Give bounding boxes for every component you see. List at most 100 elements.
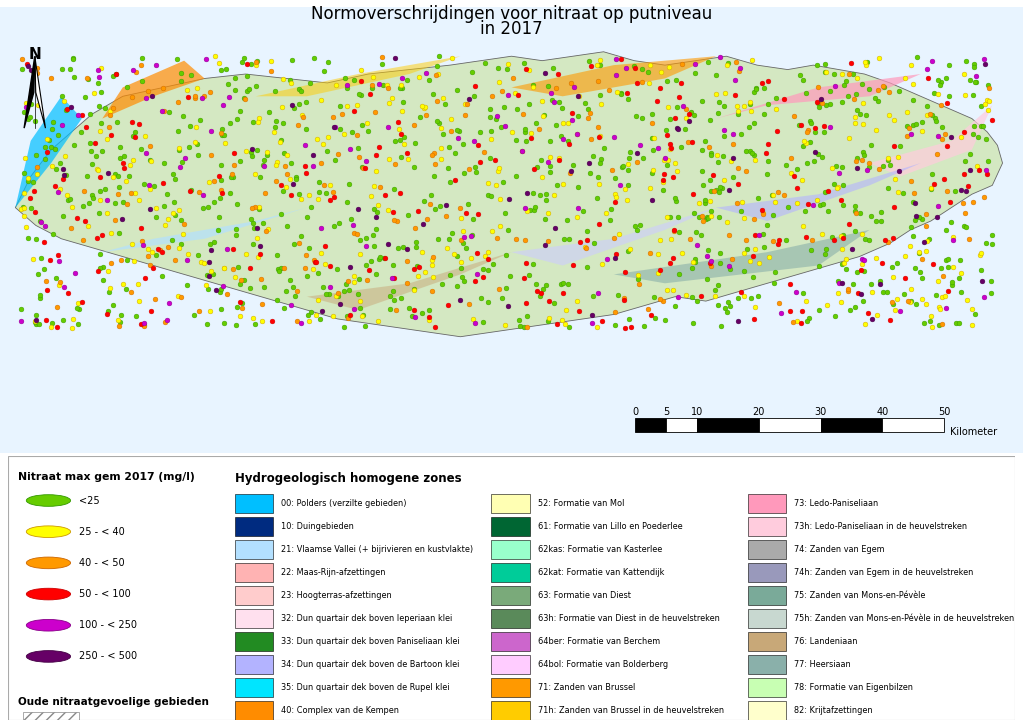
Point <box>655 174 671 186</box>
Point <box>371 141 388 153</box>
Point <box>781 201 797 213</box>
Point <box>632 139 649 151</box>
Point <box>579 225 595 237</box>
Point <box>405 119 421 131</box>
Point <box>419 213 436 224</box>
Point <box>583 133 599 145</box>
Point <box>484 90 500 102</box>
Point <box>389 216 405 227</box>
Point <box>968 70 984 82</box>
Point <box>144 246 161 258</box>
Point <box>393 292 409 304</box>
Point <box>896 72 913 84</box>
Text: 5: 5 <box>663 407 669 417</box>
Point <box>496 101 513 112</box>
Point <box>938 254 954 266</box>
Point <box>516 272 532 284</box>
Point <box>167 173 183 185</box>
Point <box>464 214 481 225</box>
Point <box>612 179 628 190</box>
Point <box>18 101 35 113</box>
Point <box>105 70 122 82</box>
Point <box>320 56 337 68</box>
Point <box>243 150 260 161</box>
Text: 23: Hoogterras-afzettingen: 23: Hoogterras-afzettingen <box>281 591 392 600</box>
Point <box>128 67 144 78</box>
Point <box>406 311 422 323</box>
Point <box>537 67 553 79</box>
Point <box>399 148 415 159</box>
Point <box>487 154 503 166</box>
Point <box>160 241 176 253</box>
Point <box>330 287 347 298</box>
Point <box>977 237 993 248</box>
Point <box>30 62 46 74</box>
Point <box>359 117 375 129</box>
Point <box>973 247 989 258</box>
Point <box>140 243 157 255</box>
Point <box>904 230 921 242</box>
Point <box>456 231 473 243</box>
Bar <box>748 678 787 697</box>
Point <box>613 88 629 99</box>
Point <box>936 173 952 185</box>
Point <box>976 292 992 303</box>
Point <box>404 310 420 321</box>
Point <box>399 74 415 85</box>
Point <box>892 140 908 152</box>
Point <box>400 153 416 164</box>
Bar <box>748 586 787 605</box>
Point <box>375 80 392 91</box>
Point <box>841 218 857 230</box>
Point <box>395 241 411 253</box>
Point <box>929 211 945 222</box>
Point <box>133 235 149 247</box>
Point <box>713 321 729 332</box>
Point <box>589 321 606 333</box>
Point <box>916 237 932 248</box>
Point <box>721 260 738 272</box>
Point <box>309 133 325 145</box>
Point <box>326 220 343 232</box>
Point <box>546 96 563 107</box>
Point <box>146 293 163 305</box>
Point <box>59 194 76 206</box>
Point <box>327 122 344 133</box>
Point <box>254 315 270 327</box>
Point <box>840 285 856 297</box>
Point <box>444 227 460 239</box>
Point <box>491 76 507 88</box>
Point <box>919 100 935 111</box>
Point <box>805 156 821 167</box>
Point <box>699 273 715 285</box>
Point <box>431 51 447 62</box>
Point <box>697 194 713 206</box>
Point <box>907 214 924 226</box>
Point <box>103 257 120 269</box>
Point <box>885 298 901 309</box>
Point <box>155 177 172 188</box>
Point <box>429 96 445 107</box>
Point <box>116 161 132 173</box>
Point <box>357 320 373 332</box>
Point <box>590 287 607 298</box>
Point <box>773 308 790 319</box>
Point <box>484 225 500 237</box>
Point <box>724 128 741 140</box>
Point <box>392 188 408 199</box>
Point <box>214 130 230 141</box>
Text: 34: Dun quartair dek boven de Bartoon klei: 34: Dun quartair dek boven de Bartoon kl… <box>281 660 459 669</box>
Point <box>846 93 862 105</box>
Point <box>835 180 851 191</box>
Point <box>803 244 819 256</box>
Point <box>318 146 335 157</box>
Point <box>881 85 897 97</box>
Bar <box>234 563 273 582</box>
Point <box>569 211 585 223</box>
Point <box>59 103 76 114</box>
Point <box>703 147 719 159</box>
Point <box>277 181 294 193</box>
Point <box>342 143 358 155</box>
Point <box>406 304 422 316</box>
Bar <box>748 540 787 560</box>
